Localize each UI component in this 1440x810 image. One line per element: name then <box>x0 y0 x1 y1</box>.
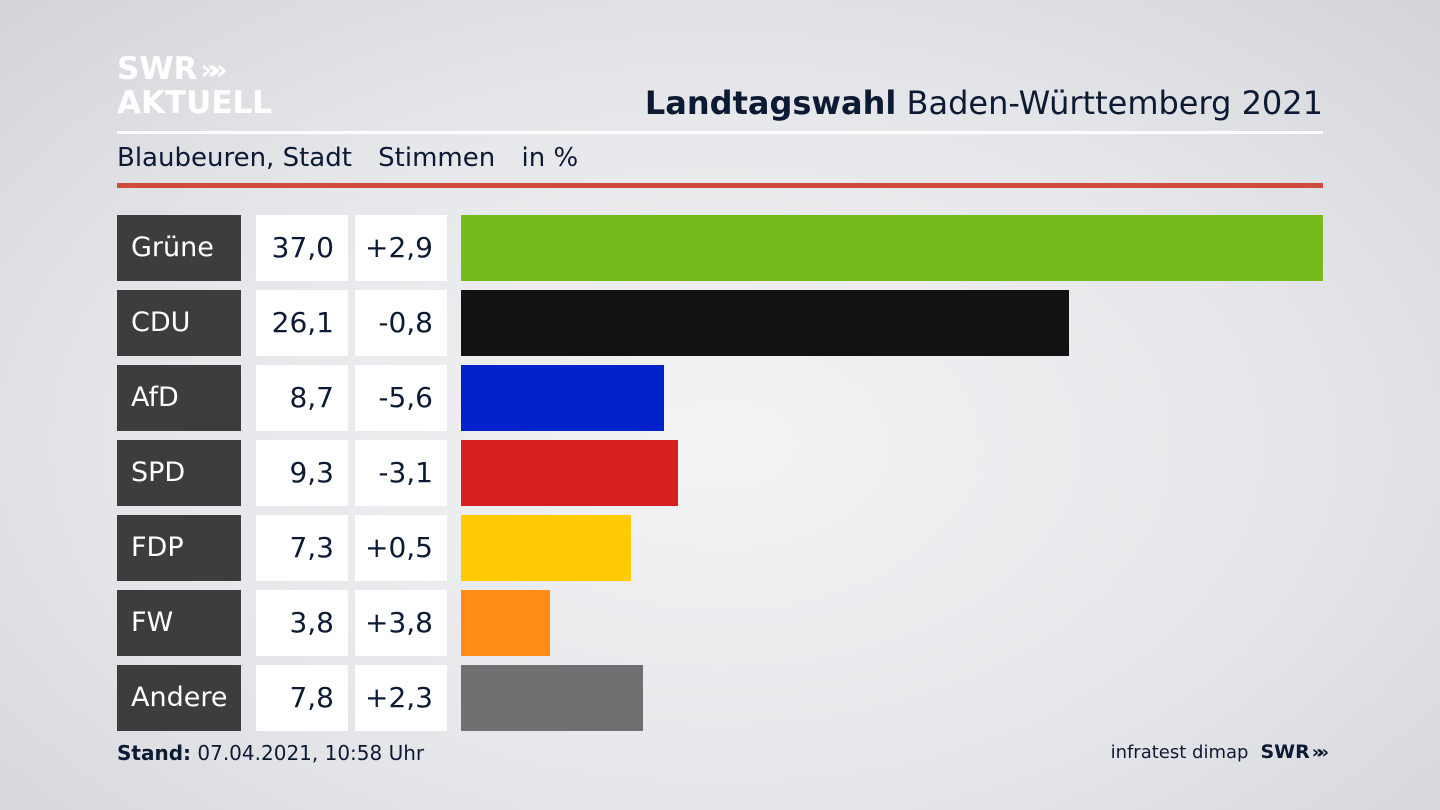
vote-share-bar <box>461 590 550 656</box>
vote-share-bar <box>461 215 1323 281</box>
chart-subtitle: Blaubeuren, Stadt Stimmen in % <box>117 143 596 173</box>
chart-title-bold: Landtagswahl <box>644 84 897 122</box>
swr-aktuell-logo: SWR »» AKTUELL <box>117 54 272 119</box>
logo-aktuell-text: AKTUELL <box>117 85 273 121</box>
timestamp: Stand: 07.04.2021, 10:58 Uhr <box>117 741 424 765</box>
vote-change-value: +0,5 <box>355 515 447 581</box>
swr-brand: SWR <box>1260 741 1310 763</box>
result-row: FW 3,8 +3,8 <box>117 590 1323 656</box>
party-label: Andere <box>117 665 241 731</box>
party-label: FW <box>117 590 241 656</box>
vote-change-value: +2,3 <box>355 665 447 731</box>
vote-share-bar <box>461 665 643 731</box>
vote-share-bar <box>461 290 1069 356</box>
result-row: SPD 9,3 -3,1 <box>117 440 1323 506</box>
vote-change-value: -0,8 <box>355 290 447 356</box>
party-label: SPD <box>117 440 241 506</box>
source-credit: infratest dimap SWR »» <box>1110 741 1330 763</box>
result-row: AfD 8,7 -5,6 <box>117 365 1323 431</box>
subtitle-place: Blaubeuren, Stadt <box>117 143 352 173</box>
vote-share-value: 9,3 <box>256 440 348 506</box>
vote-share-value: 26,1 <box>256 290 348 356</box>
result-row: Andere 7,8 +2,3 <box>117 665 1323 731</box>
vote-change-value: -3,1 <box>355 440 447 506</box>
subtitle-unit: in % <box>521 143 579 173</box>
vote-change-value: +2,9 <box>355 215 447 281</box>
vote-change-value: +3,8 <box>355 590 447 656</box>
party-label: CDU <box>117 290 241 356</box>
vote-share-value: 7,8 <box>256 665 348 731</box>
vote-share-bar <box>461 515 631 581</box>
title-divider <box>117 131 1323 134</box>
vote-share-value: 3,8 <box>256 590 348 656</box>
chevrons-icon: »» <box>200 52 227 86</box>
source-text: infratest dimap <box>1110 741 1249 763</box>
timestamp-value: 07.04.2021, 10:58 Uhr <box>197 741 425 765</box>
chart-title: Landtagswahl Baden-Württemberg 2021 <box>645 84 1323 122</box>
party-label: Grüne <box>117 215 241 281</box>
result-row: CDU 26,1 -0,8 <box>117 290 1323 356</box>
swr-chevrons-icon: »» <box>1311 741 1329 763</box>
result-row: Grüne 37,0 +2,9 <box>117 215 1323 281</box>
timestamp-label: Stand: <box>117 741 192 765</box>
logo-swr-text: SWR <box>117 51 198 87</box>
accent-divider <box>117 183 1323 188</box>
vote-share-value: 37,0 <box>256 215 348 281</box>
vote-share-value: 8,7 <box>256 365 348 431</box>
vote-change-value: -5,6 <box>355 365 447 431</box>
party-label: FDP <box>117 515 241 581</box>
vote-share-bar <box>461 365 664 431</box>
subtitle-measure: Stimmen <box>378 143 496 173</box>
vote-share-bar <box>461 440 678 506</box>
result-row: FDP 7,3 +0,5 <box>117 515 1323 581</box>
logo-swr: SWR »» <box>117 54 272 85</box>
party-label: AfD <box>117 365 241 431</box>
chart-title-regular: Baden-Württemberg 2021 <box>906 84 1324 122</box>
vote-share-value: 7,3 <box>256 515 348 581</box>
